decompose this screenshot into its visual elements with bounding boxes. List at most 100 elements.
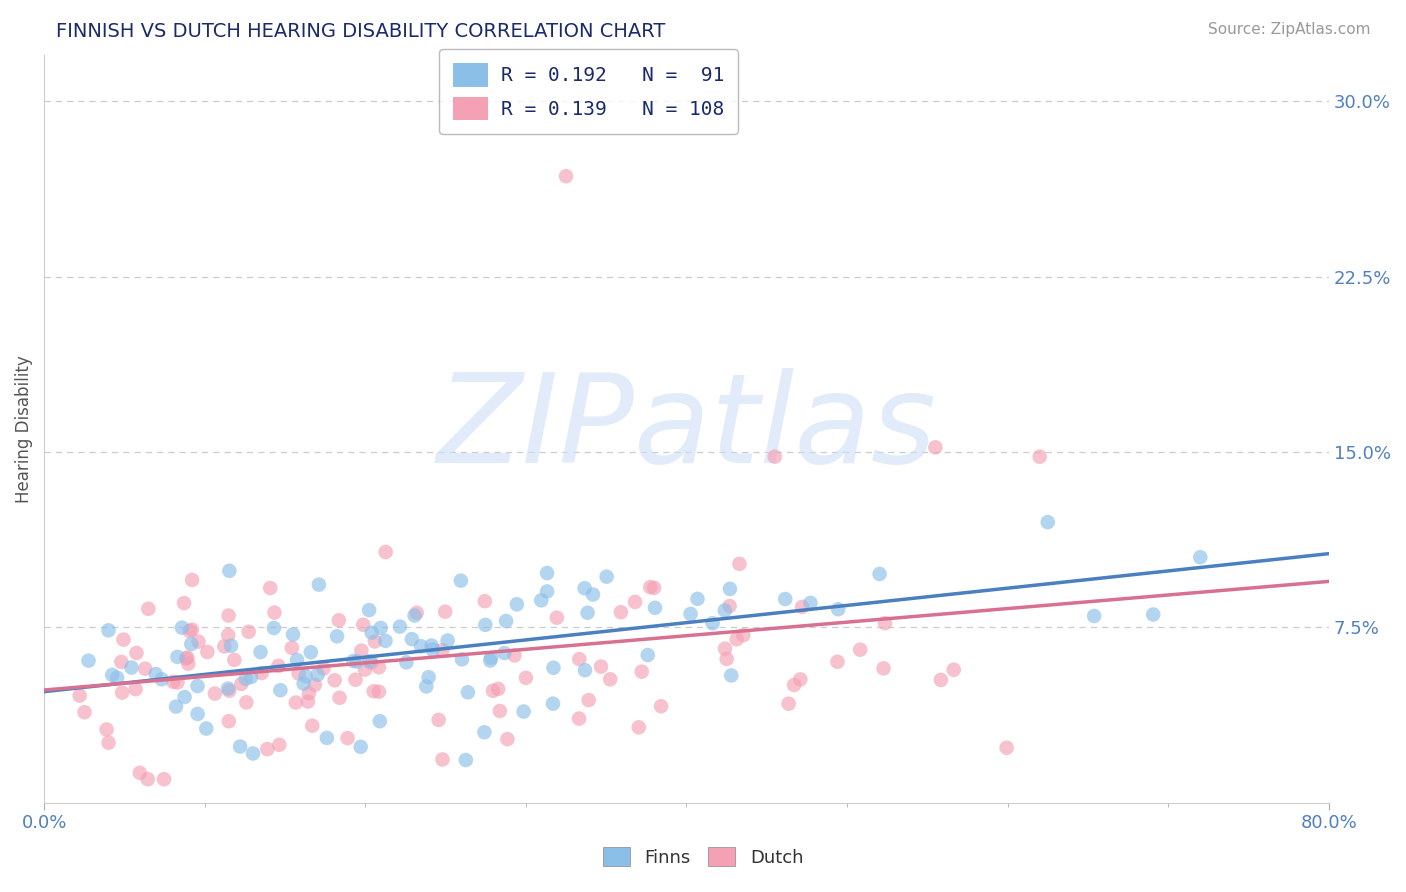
- Point: [112, 632, 135, 647]
- Point: [942, 663, 965, 677]
- Point: [110, 655, 132, 669]
- Point: [536, 584, 558, 599]
- Point: [242, 747, 264, 761]
- Point: [360, 656, 382, 670]
- Point: [630, 665, 652, 679]
- Point: [783, 678, 806, 692]
- Point: [624, 595, 647, 609]
- Point: [555, 169, 578, 184]
- Point: [595, 569, 617, 583]
- Point: [354, 663, 377, 677]
- Point: [574, 581, 596, 595]
- Point: [218, 608, 240, 623]
- Point: [181, 623, 204, 637]
- Point: [352, 617, 374, 632]
- Point: [195, 645, 218, 659]
- Point: [714, 641, 737, 656]
- Point: [395, 656, 418, 670]
- Point: [344, 673, 367, 687]
- Point: [486, 681, 509, 696]
- Point: [474, 725, 496, 739]
- Point: [420, 639, 443, 653]
- Point: [370, 621, 392, 635]
- Point: [326, 629, 349, 643]
- Point: [773, 592, 796, 607]
- Point: [165, 699, 187, 714]
- Text: FINNISH VS DUTCH HEARING DISABILITY CORRELATION CHART: FINNISH VS DUTCH HEARING DISABILITY CORR…: [56, 22, 665, 41]
- Point: [77, 654, 100, 668]
- Point: [124, 682, 146, 697]
- Point: [422, 642, 444, 657]
- Point: [297, 694, 319, 708]
- Point: [170, 621, 193, 635]
- Point: [720, 668, 742, 682]
- Point: [568, 652, 591, 666]
- Point: [686, 591, 709, 606]
- Point: [728, 557, 751, 571]
- Point: [479, 651, 502, 665]
- Point: [405, 606, 427, 620]
- Point: [359, 603, 381, 617]
- Point: [315, 731, 337, 745]
- Point: [427, 713, 450, 727]
- Point: [350, 739, 373, 754]
- Point: [186, 679, 208, 693]
- Point: [457, 685, 479, 699]
- Point: [474, 594, 496, 608]
- Point: [204, 687, 226, 701]
- Point: [650, 699, 672, 714]
- Point: [176, 650, 198, 665]
- Point: [136, 772, 159, 787]
- Point: [434, 605, 457, 619]
- Point: [218, 564, 240, 578]
- Point: [546, 610, 568, 624]
- Point: [73, 705, 96, 719]
- Point: [96, 723, 118, 737]
- Point: [454, 753, 477, 767]
- Point: [489, 704, 512, 718]
- Point: [187, 706, 209, 721]
- Point: [231, 677, 253, 691]
- Point: [125, 646, 148, 660]
- Point: [166, 649, 188, 664]
- Point: [702, 616, 724, 631]
- Point: [138, 602, 160, 616]
- Point: [224, 653, 246, 667]
- Point: [238, 624, 260, 639]
- Point: [360, 625, 382, 640]
- Text: Source: ZipAtlas.com: Source: ZipAtlas.com: [1208, 22, 1371, 37]
- Point: [872, 661, 894, 675]
- Y-axis label: Hearing Disability: Hearing Disability: [15, 355, 32, 502]
- Point: [218, 683, 240, 698]
- Point: [789, 673, 811, 687]
- Point: [610, 605, 633, 619]
- Point: [599, 673, 621, 687]
- Point: [101, 668, 124, 682]
- Point: [162, 674, 184, 689]
- Point: [451, 652, 474, 666]
- Point: [869, 566, 891, 581]
- Point: [219, 639, 242, 653]
- Point: [214, 640, 236, 654]
- Point: [301, 719, 323, 733]
- Point: [328, 690, 350, 705]
- Point: [415, 680, 437, 694]
- Point: [644, 600, 666, 615]
- Point: [506, 597, 529, 611]
- Point: [250, 666, 273, 681]
- Point: [294, 669, 316, 683]
- Point: [512, 705, 534, 719]
- Point: [374, 633, 396, 648]
- Point: [307, 667, 329, 681]
- Point: [97, 736, 120, 750]
- Point: [543, 661, 565, 675]
- Point: [576, 606, 599, 620]
- Point: [281, 627, 304, 641]
- Point: [401, 632, 423, 647]
- Point: [195, 722, 218, 736]
- Point: [145, 667, 167, 681]
- Point: [267, 658, 290, 673]
- Point: [643, 581, 665, 595]
- Point: [515, 671, 537, 685]
- Point: [530, 593, 553, 607]
